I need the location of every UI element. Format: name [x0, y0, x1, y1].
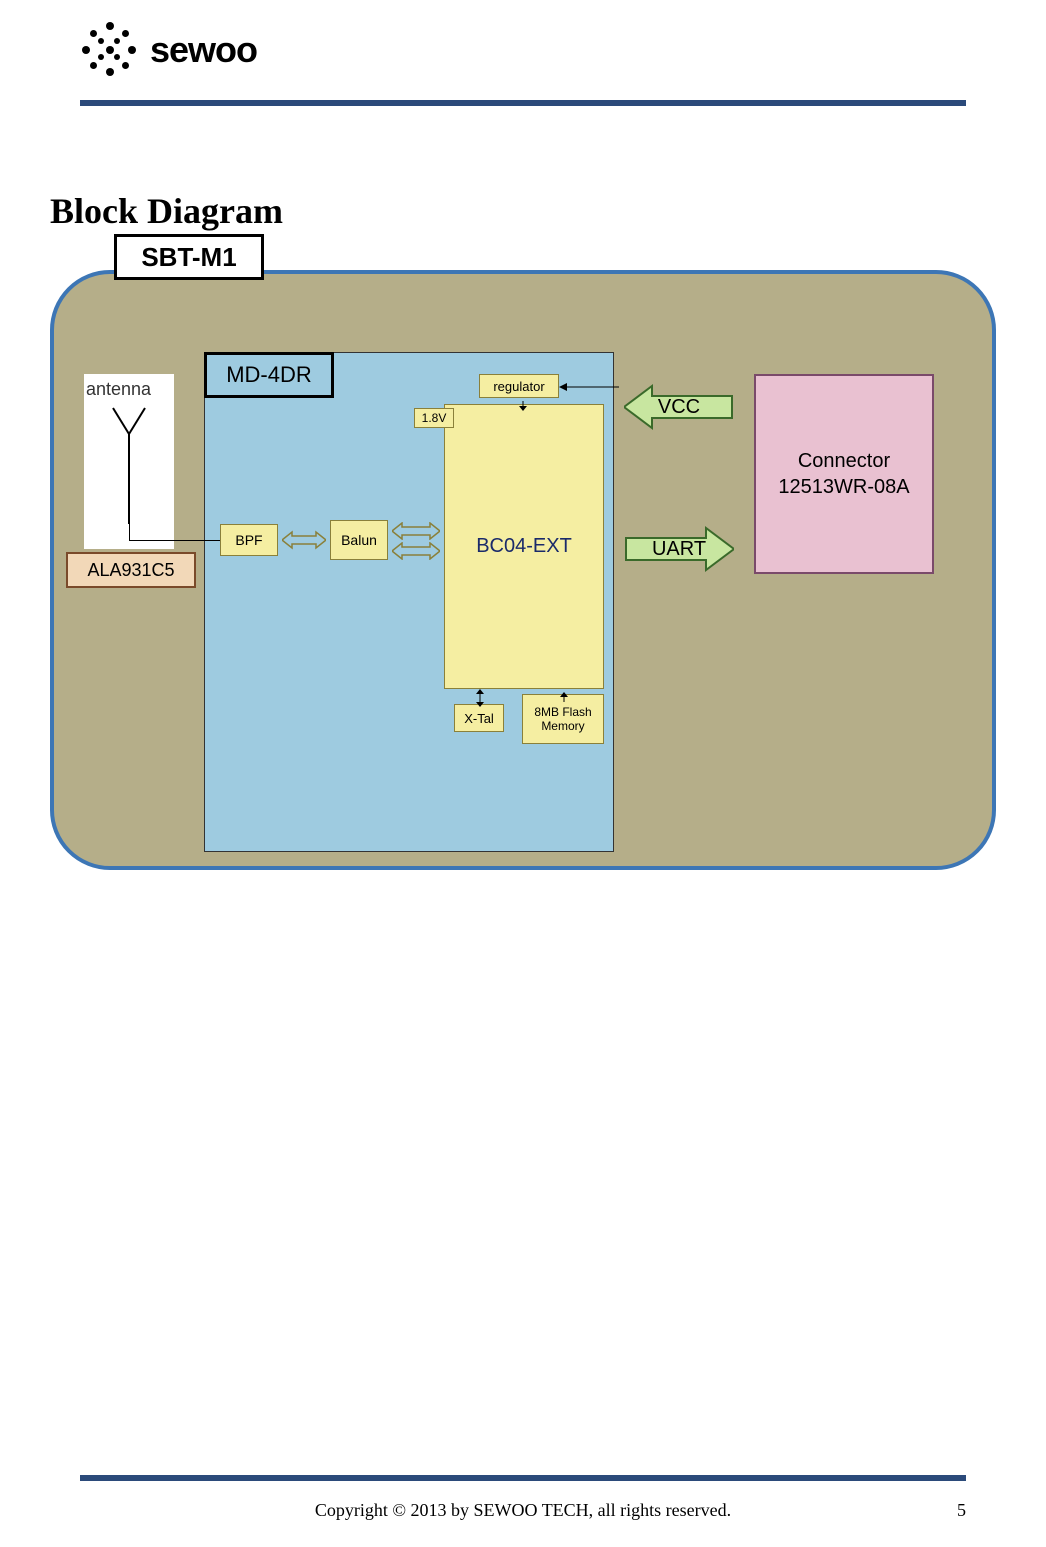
arrow-reg-down [517, 398, 529, 416]
arrow-into-reg [559, 380, 619, 398]
node-bpf: BPF [220, 524, 278, 556]
arrow-1-8v-bc04 [436, 428, 446, 446]
node-ala931c5: ALA931C5 [66, 552, 196, 588]
connector-label-1: Connector [798, 448, 890, 474]
node-bc04-ext: BC04-EXT [444, 404, 604, 689]
footer-rule [80, 1475, 966, 1481]
footer-text: Copyright © 2013 by SEWOO TECH, all righ… [0, 1500, 1046, 1521]
arrow-balun-bc04-bot [392, 542, 440, 560]
brand-logo: sewoo [80, 20, 257, 80]
page-title: Block Diagram [50, 190, 283, 232]
node-sbt-m1: SBT-M1 [114, 234, 264, 280]
vcc-label: VCC [624, 382, 734, 432]
arrow-uart: UART [624, 524, 734, 574]
node-1-8v: 1.8V [414, 408, 454, 428]
arrow-bc04-flash [558, 689, 570, 707]
header-rule [80, 100, 966, 106]
diagram-outer: SBT-M1 antenna ALA931C5 MD-4DR BPF Balun… [50, 270, 996, 870]
arrow-vcc: VCC [624, 382, 734, 432]
connector-label-2: 12513WR-08A [778, 474, 909, 500]
logo-text: sewoo [150, 29, 257, 71]
arrow-balun-bc04-top [392, 522, 440, 540]
logo-mark-icon [80, 20, 140, 80]
arrow-bpf-balun [282, 530, 326, 550]
node-connector: Connector 12513WR-08A [754, 374, 934, 574]
node-balun: Balun [330, 520, 388, 560]
page-number: 5 [957, 1500, 966, 1521]
node-regulator: regulator [479, 374, 559, 398]
antenna-icon [109, 404, 149, 524]
antenna-label: antenna [86, 379, 151, 400]
uart-label: UART [624, 524, 734, 574]
arrow-bc04-xtal [474, 689, 486, 712]
block-diagram: SBT-M1 antenna ALA931C5 MD-4DR BPF Balun… [50, 270, 996, 870]
node-md4dr-label: MD-4DR [204, 352, 334, 398]
flash-label-2: Memory [534, 719, 591, 733]
